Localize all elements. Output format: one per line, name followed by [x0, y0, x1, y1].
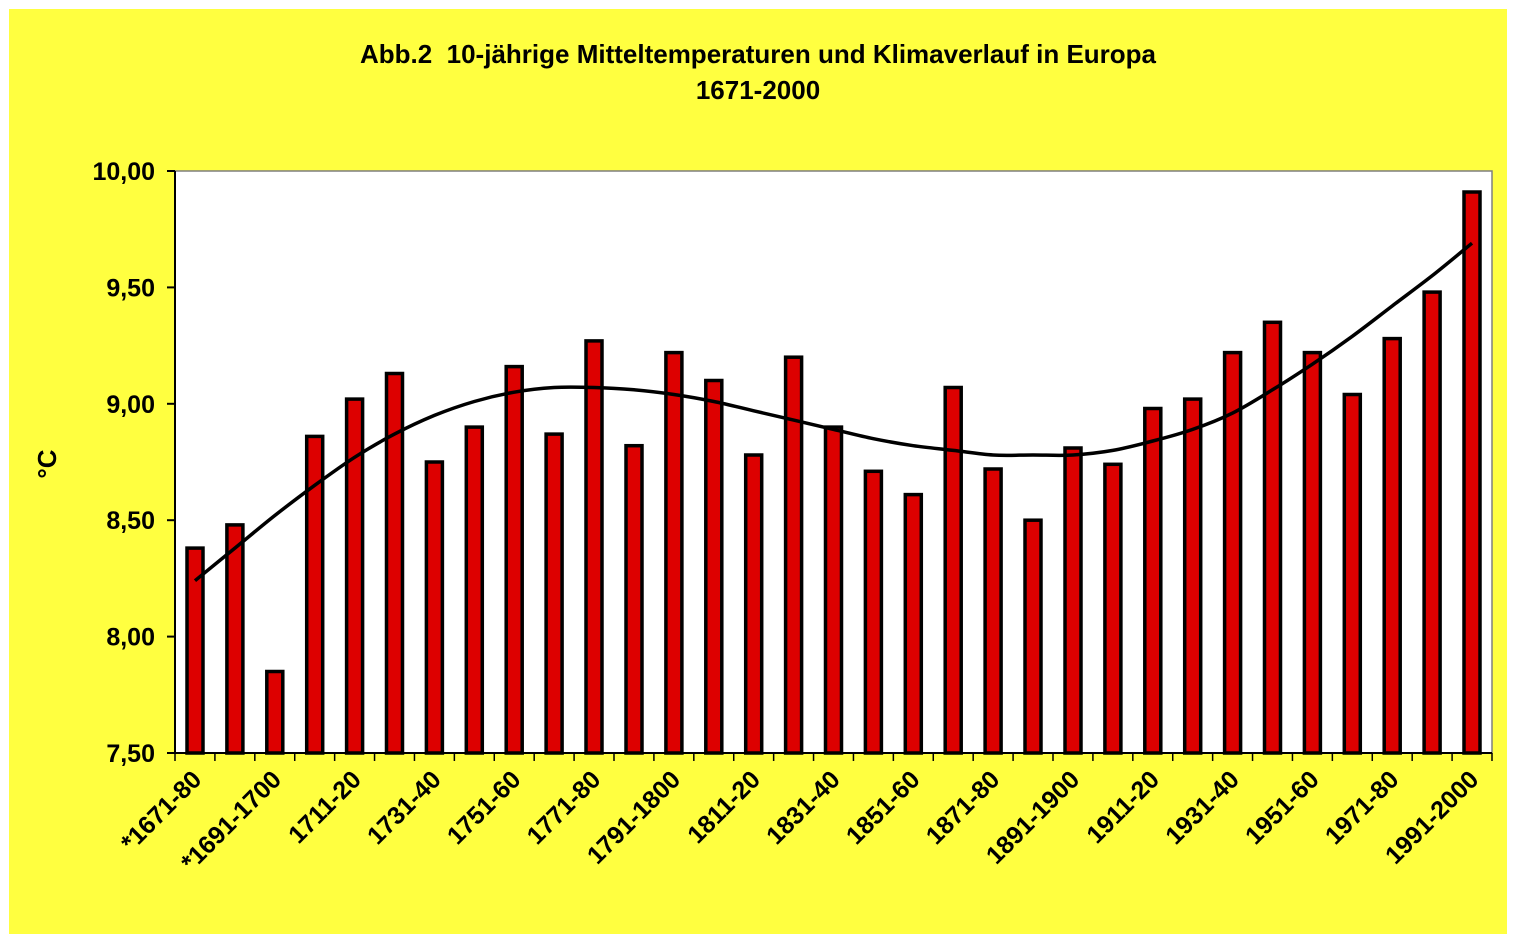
bar-1971-80	[1382, 336, 1402, 755]
bar-1841-50	[863, 469, 884, 755]
x-tick-label: 1931-40	[1160, 765, 1245, 850]
y-tick-label: 7,50	[106, 740, 155, 768]
chart-title: Abb.2 10-jährige Mitteltemperaturen und …	[359, 39, 1157, 69]
y-axis: 7,50 8,00 8,50 9,00 9,50 10,00	[92, 158, 176, 768]
y-axis-label: °C	[32, 449, 62, 478]
bar-1921-30	[1182, 397, 1203, 755]
x-tick-label: 1851-60	[841, 765, 926, 850]
bar-1741-50	[464, 425, 485, 755]
x-tick-label: 1751-60	[442, 765, 527, 850]
bar-1751-60	[504, 364, 524, 755]
bar-*1691-1700	[265, 669, 285, 755]
bar-1871-80	[983, 467, 1003, 755]
y-tick-label: 10,00	[92, 158, 155, 186]
y-tick-label: 8,00	[106, 624, 155, 652]
bar-1861-70	[943, 385, 963, 755]
bar-1951-60	[1302, 350, 1323, 755]
y-tick-label: 9,50	[106, 274, 155, 302]
trend-line	[193, 241, 1474, 583]
x-tick-label: 1731-40	[362, 765, 447, 850]
bar-1901-10	[1103, 462, 1123, 755]
bar-1761-70	[544, 432, 564, 755]
bar-1991-2000	[1462, 190, 1482, 755]
bar-*1681-90	[225, 523, 245, 755]
bar-1811-20	[743, 453, 764, 755]
chart-title-block: Abb.2 10-jährige Mitteltemperaturen und …	[0, 36, 1516, 108]
chart-subtitle: 1671-2000	[695, 75, 821, 105]
bar-1881-90	[1023, 518, 1043, 755]
y-tick-label: 8,50	[106, 507, 155, 535]
bar-1791-1800	[664, 350, 684, 755]
bar-1911-20	[1143, 406, 1163, 755]
x-axis: *1671-80*1691-17001711-201731-401751-601…	[116, 752, 1493, 877]
bar-1961-70	[1342, 392, 1363, 755]
x-tick-label: 1911-20	[1081, 765, 1165, 849]
bar-1891-1900	[1063, 446, 1083, 755]
x-tick-label: 1951-60	[1240, 765, 1325, 850]
x-tick-label: 1811-20	[682, 765, 766, 849]
bar-1851-60	[903, 492, 924, 755]
bar-1801-10	[704, 378, 724, 755]
bar-1731-40	[424, 460, 445, 755]
bar-1821-30	[783, 355, 804, 755]
bar-1981-90	[1422, 290, 1442, 755]
y-tick-label: 9,00	[106, 391, 155, 419]
bar-1831-40	[823, 425, 844, 755]
bar-1781-90	[624, 443, 644, 755]
x-tick-label: 1831-40	[761, 765, 846, 850]
x-tick-label: 1711-20	[283, 765, 367, 849]
bar-1771-80	[584, 339, 604, 755]
bars-group	[185, 190, 1482, 755]
